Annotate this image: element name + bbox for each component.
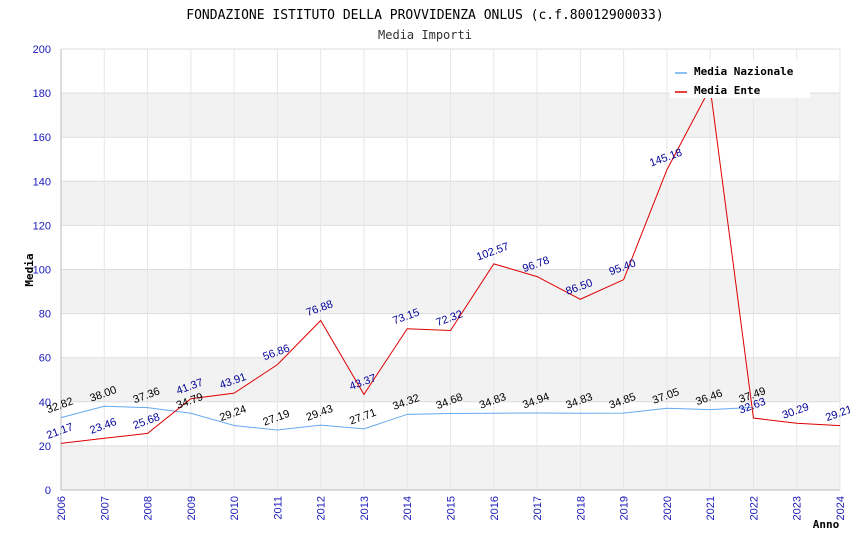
- x-tick-label: 2011: [272, 496, 284, 520]
- x-tick-label: 2021: [705, 496, 717, 520]
- x-tick-label: 2006: [56, 496, 68, 520]
- y-axis-ticks: 0 20 40 60 80 100 120 140 160 180 200: [33, 44, 51, 497]
- y-tick-label: 80: [39, 309, 51, 321]
- y-tick-label: 20: [39, 441, 51, 453]
- y-tick-label: 140: [33, 176, 51, 188]
- y-tick-label: 160: [33, 132, 51, 144]
- x-tick-label: 2017: [532, 496, 544, 520]
- x-tick-label: 2022: [748, 496, 760, 520]
- x-tick-label: 2010: [229, 496, 241, 520]
- legend-label-ente: Media Ente: [694, 84, 761, 97]
- x-tick-label: 2007: [99, 496, 111, 520]
- x-tick-label: 2013: [359, 496, 371, 520]
- x-tick-label: 2020: [662, 496, 674, 520]
- legend: Media Nazionale Media Ente: [670, 60, 810, 98]
- y-axis-label: Media: [23, 253, 36, 286]
- x-tick-label: 2016: [489, 496, 501, 520]
- y-tick-label: 120: [33, 220, 51, 232]
- y-tick-label: 200: [33, 44, 51, 56]
- y-tick-label: 40: [39, 397, 51, 409]
- x-tick-label: 2024: [835, 496, 847, 520]
- x-tick-label: 2008: [143, 496, 155, 520]
- y-tick-label: 60: [39, 353, 51, 365]
- legend-box: [670, 60, 810, 98]
- series-line-0: [60, 405, 754, 431]
- chart-subtitle: Media Importi: [378, 28, 472, 42]
- y-tick-label: 0: [45, 485, 51, 497]
- x-tick-label: 2012: [316, 496, 328, 520]
- x-tick-label: 2014: [402, 496, 414, 520]
- x-tick-label: 2018: [575, 496, 587, 520]
- x-tick-label: 2019: [619, 496, 631, 520]
- chart-title: FONDAZIONE ISTITUTO DELLA PROVVIDENZA ON…: [186, 8, 663, 23]
- x-tick-label: 2023: [792, 496, 804, 520]
- x-axis-ticks: 2006 2007 2008 2009 2010 2011 2012 2013 2014 2015…: [56, 496, 847, 520]
- legend-label-nazionale: Media Nazionale: [694, 65, 794, 78]
- y-tick-label: 180: [33, 88, 51, 100]
- y-tick-label: 100: [33, 265, 51, 277]
- x-axis-label: Anno: [813, 518, 840, 531]
- x-tick-label: 2009: [186, 496, 198, 520]
- grid-lines: [60, 48, 841, 491]
- x-tick-label: 2015: [446, 496, 458, 520]
